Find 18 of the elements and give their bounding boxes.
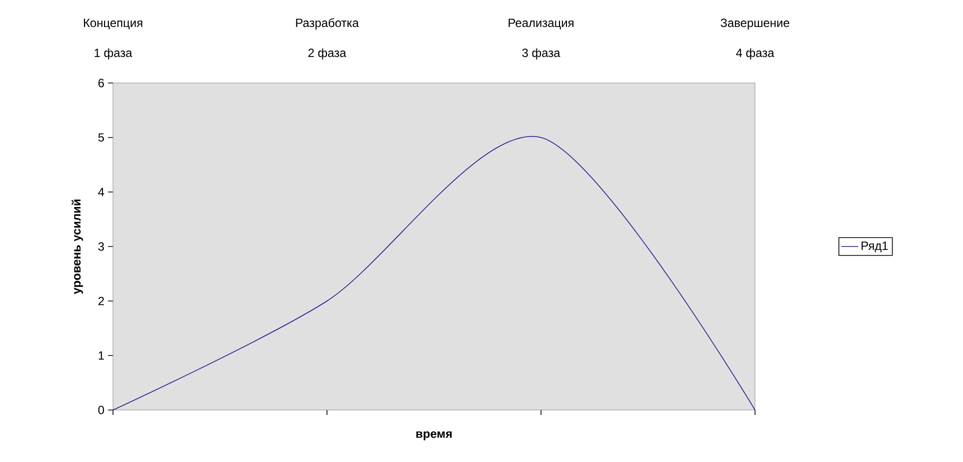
legend-label: Ряд1 [862, 242, 888, 252]
text: Разработка [296, 18, 359, 30]
text: 4 фаза [736, 48, 774, 60]
y-tick-label: 0 [98, 406, 104, 414]
y-tick-label: 3 [98, 242, 104, 251]
x-axis-title: время [416, 431, 452, 440]
text: Концепция [84, 18, 142, 30]
text: 3 фаза [522, 48, 560, 60]
text: 1 фаза [94, 48, 132, 60]
text: 2 фаза [308, 48, 346, 60]
y-tick-label: 5 [98, 133, 104, 142]
text: Завершение [720, 18, 790, 30]
text: Реализация [508, 18, 574, 30]
y-tick-label: 2 [98, 296, 104, 306]
y-tick-label: 4 [98, 188, 104, 196]
y-tick-label: 1 [98, 351, 104, 360]
y-axis-title: уровень усилий [72, 200, 83, 294]
y-tick-label: 6 [98, 78, 104, 88]
